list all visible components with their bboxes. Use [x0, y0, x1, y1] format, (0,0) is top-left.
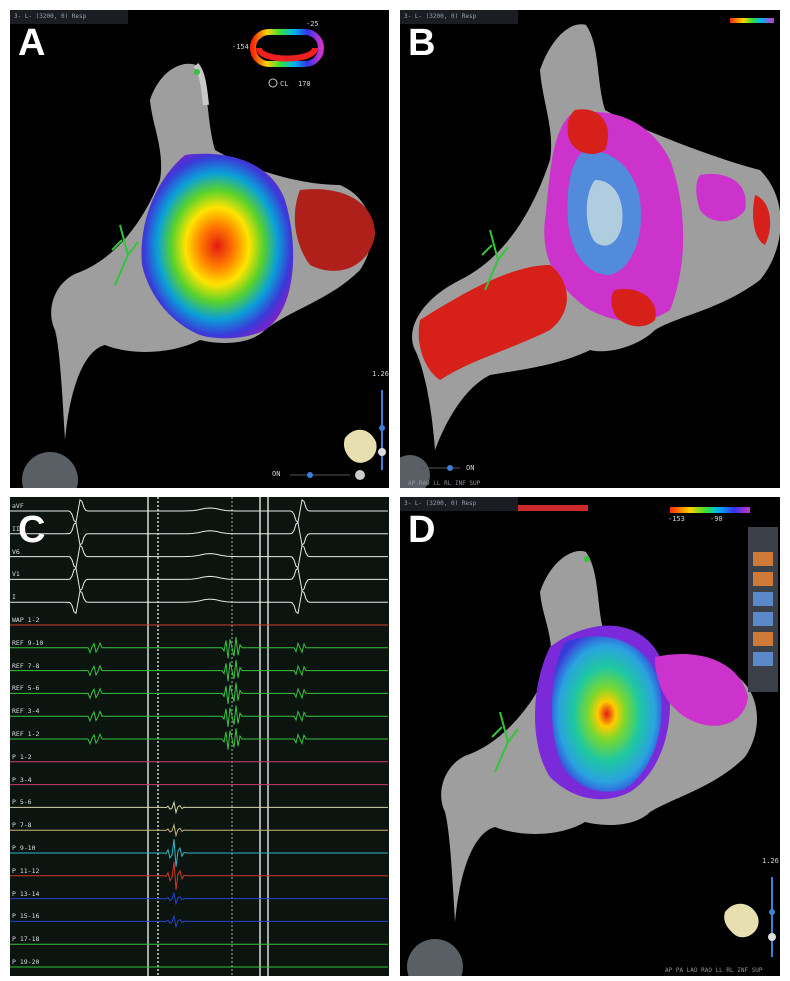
- toolbar-button-2[interactable]: [753, 572, 773, 586]
- trace-label: V6: [12, 547, 20, 556]
- orientation-heart-icon: [724, 903, 759, 938]
- trace-ref-5-6: [10, 682, 388, 705]
- view-nav-labels[interactable]: AP RAO LL RL INF SUP: [408, 480, 481, 487]
- trace-label: I: [12, 593, 16, 602]
- trace-p-5-6: [10, 800, 388, 815]
- panel-c: aVF II V6 V1 I WAP 1-2 REF 9-10 REF 7-8 REF 5-6 R…: [10, 497, 389, 976]
- catheter-icon: [481, 229, 509, 291]
- trace-label: P 3-4: [12, 775, 32, 784]
- panel-d-map: [407, 505, 778, 976]
- trace-label: REF 7-8: [12, 661, 40, 670]
- scale-value: 1.26: [762, 857, 779, 865]
- trace-v1: [10, 567, 388, 592]
- trace-label: P 13-14: [12, 889, 40, 898]
- trace-label: P 1-2: [12, 752, 32, 761]
- color-legend-bar: [730, 18, 774, 23]
- orientation-heart-icon: [343, 429, 377, 463]
- toolbar-button-6[interactable]: [753, 652, 773, 666]
- trace-label: REF 3-4: [12, 707, 40, 716]
- trace-p-13-14: [10, 891, 388, 906]
- trace-ref-3-4: [10, 705, 388, 727]
- toolbar-button-3[interactable]: [753, 592, 773, 606]
- activation-map-region: [141, 153, 294, 339]
- late-activation-region: [294, 189, 375, 271]
- low-voltage-region: [418, 265, 567, 380]
- trace-v6: [10, 544, 388, 569]
- color-legend-bar: [670, 507, 750, 513]
- panel-d-letter: D: [408, 509, 436, 551]
- panel-b-letter: B: [408, 22, 436, 64]
- trace-ref-7-8: [10, 659, 388, 682]
- cl-value: 170: [298, 80, 311, 88]
- trace-p-15-16: [10, 914, 388, 929]
- trace-label: REF 5-6: [12, 684, 40, 693]
- trace-label: P 19-20: [12, 958, 40, 966]
- legend-top-value: -25: [306, 20, 319, 28]
- vein-highlight: [193, 63, 209, 106]
- trace-label: P 5-6: [12, 798, 32, 807]
- navigation-dial[interactable]: [400, 455, 430, 488]
- panel-a-map: [22, 29, 386, 488]
- toolbar-button-5[interactable]: [753, 632, 773, 646]
- cl-circle-icon: [268, 78, 278, 88]
- panel-a-letter: A: [18, 22, 46, 64]
- trace-label: P 11-12: [12, 866, 40, 875]
- panel-b: 3- L- (3200, 0) Resp B ON AP RAO LL RL I…: [400, 10, 780, 488]
- panel-a-header: 3- L- (3200, 0) Resp: [10, 10, 128, 24]
- progress-bar: [518, 505, 588, 511]
- trace-p-11-12: [10, 861, 388, 890]
- side-toolbar: [748, 527, 778, 692]
- trace-label: REF 1-2: [12, 730, 40, 738]
- trace-i: [10, 590, 388, 615]
- toolbar-button-1[interactable]: [753, 552, 773, 566]
- trace-ii: [10, 521, 388, 546]
- trace-p-9-10: [10, 839, 388, 867]
- trace-label: P 17-18: [12, 935, 40, 944]
- legend-left-value: -153: [668, 515, 685, 523]
- trace-label: V1: [12, 570, 20, 579]
- scale-value: 1.26: [372, 370, 389, 378]
- zoom-label: ON: [272, 470, 281, 478]
- trace-label: II: [12, 524, 20, 533]
- catheter-icon: [491, 711, 519, 773]
- activation-map-region: [551, 636, 662, 792]
- navigation-dial[interactable]: [407, 939, 463, 976]
- panel-d: 3- L- (3200, 0) Resp: [400, 497, 780, 976]
- trace-label: P 7-8: [12, 821, 32, 830]
- catheter-icon: [111, 224, 139, 286]
- legend-left-value: -154: [232, 43, 249, 51]
- panel-c-letter: C: [18, 509, 46, 551]
- trace-p-7-8: [10, 823, 388, 838]
- electrogram-traces: [10, 497, 388, 976]
- trace-avf: [10, 499, 388, 523]
- trace-label: WAP 1-2: [12, 616, 40, 624]
- color-legend-ring: [250, 29, 324, 67]
- zoom-label: ON: [466, 464, 475, 472]
- panel-a: 3- L- (3200, 0) Resp: [10, 10, 389, 488]
- panel-b-header: 3- L- (3200, 0) Resp: [400, 10, 518, 24]
- panel-d-header: 3- L- (3200, 0) Resp: [400, 497, 518, 511]
- trace-label: P 9-10: [12, 844, 36, 852]
- trace-label: P 15-16: [12, 912, 40, 921]
- trace-ref-9-10: [10, 637, 388, 659]
- catheter-tip-icon: [194, 69, 200, 75]
- trace-label: aVF: [12, 502, 24, 510]
- cl-label: CL: [280, 80, 289, 88]
- panel-b-map: [400, 18, 780, 488]
- navigation-dial[interactable]: [22, 452, 78, 488]
- catheter-tip-icon: [584, 556, 590, 562]
- toolbar-button-4[interactable]: [753, 612, 773, 626]
- legend-right-value: -90: [710, 515, 723, 523]
- trace-label: REF 9-10: [12, 638, 44, 647]
- view-nav-labels[interactable]: AP PA LAO RAO LL RL INF SUP: [665, 967, 763, 974]
- trace-ref-1-2: [10, 728, 388, 750]
